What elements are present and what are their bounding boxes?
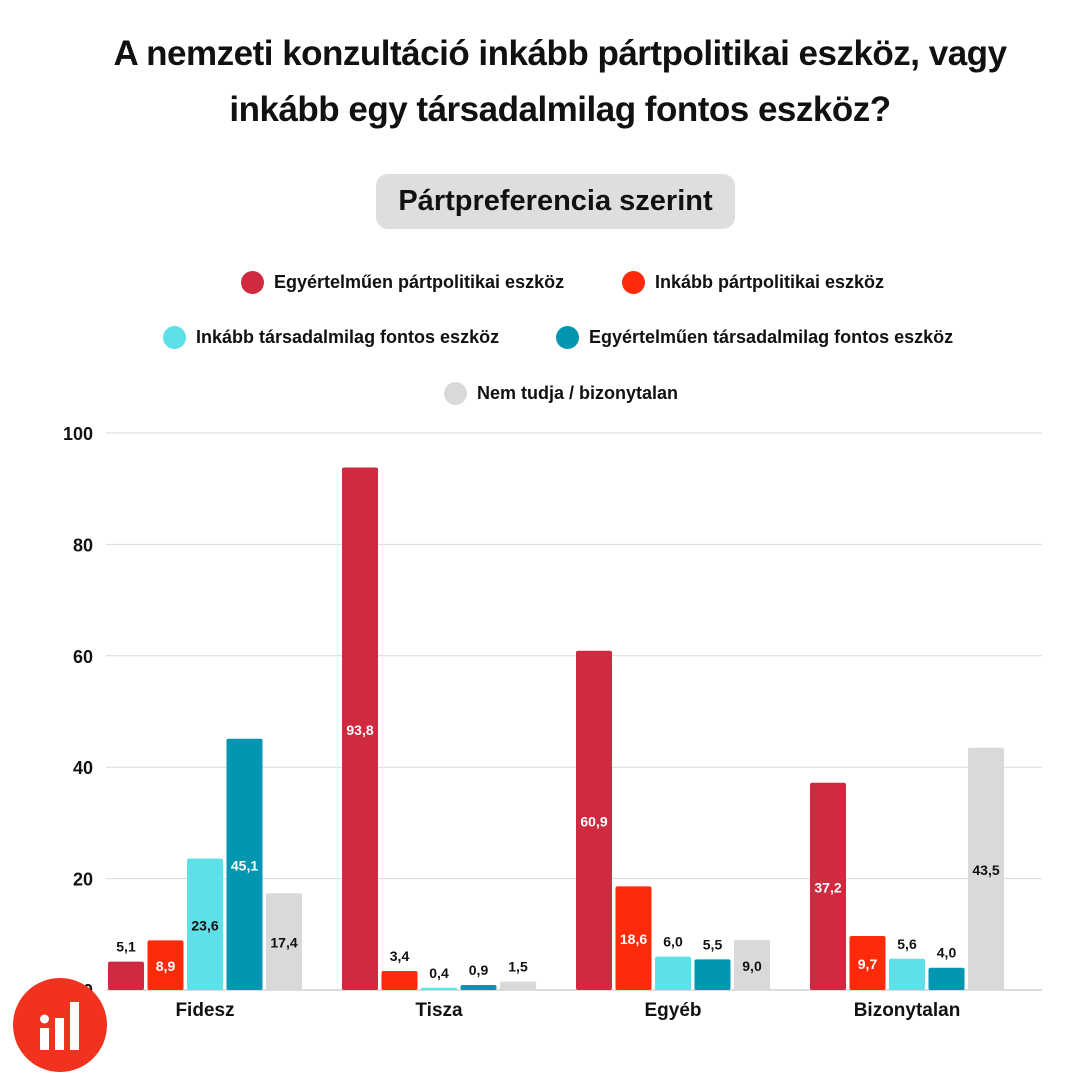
bar-egyéb-series-2 <box>615 886 652 990</box>
legend-item-nem-tudja: Nem tudja / bizonytalan <box>444 378 678 408</box>
data-label-bizonytalan-series-2: 9,7 <box>858 956 878 972</box>
data-label-fidesz-series-1: 5,1 <box>116 939 136 955</box>
data-label-tisza-series-4: 0,9 <box>469 962 489 978</box>
data-label-tisza-series-2: 3,4 <box>390 948 410 964</box>
bar-tisza-series-4 <box>460 984 497 990</box>
data-label-egyéb-series-3: 6,0 <box>663 934 683 950</box>
x-tick-label-tisza: Tisza <box>415 1000 463 1021</box>
bar-bizonytalan-series-5 <box>968 747 1004 990</box>
bar-fidesz-series-4 <box>226 738 263 990</box>
y-tick-label-100: 100 <box>63 424 93 444</box>
y-tick-label-20: 20 <box>73 870 93 890</box>
legend-label-inkabb-partpolitikai: Inkább pártpolitikai eszköz <box>655 271 885 292</box>
x-tick-label-fidesz: Fidesz <box>175 1000 234 1021</box>
bar-bizonytalan-series-1 <box>810 782 846 990</box>
data-label-egyéb-series-2: 18,6 <box>620 931 647 947</box>
data-label-egyéb-series-4: 5,5 <box>703 936 723 952</box>
data-label-fidesz-series-5: 17,4 <box>270 935 297 951</box>
bar-bizonytalan-series-2 <box>849 935 886 990</box>
legend-item-egyertelmuen-tarsadalmilag: Egyértelműen társadalmilag fontos eszköz <box>556 322 953 352</box>
bar-fidesz-series-3 <box>187 858 223 990</box>
bar-egyéb-series-3 <box>655 956 691 990</box>
data-label-egyéb-series-1: 60,9 <box>580 813 607 829</box>
bar-fidesz-series-1 <box>108 961 144 990</box>
data-label-tisza-series-1: 93,8 <box>346 722 373 738</box>
legend-swatch-egyertelmuen-tarsadalmilag <box>556 325 579 349</box>
chart-subtitle: Pártpreferencia szerint <box>398 185 713 217</box>
chart-title-line-1: A nemzeti konzultáció inkább pártpolitik… <box>113 34 1007 73</box>
data-label-tisza-series-5: 1,5 <box>508 959 528 975</box>
bar-bizonytalan-series-3 <box>889 958 925 990</box>
data-label-egyéb-series-5: 9,0 <box>742 958 762 974</box>
legend-item-inkabb-tarsadalmilag: Inkább társadalmilag fontos eszköz <box>163 322 499 352</box>
y-tick-label-40: 40 <box>73 758 93 778</box>
bar-egyéb-series-5 <box>734 939 770 990</box>
legend-label-egyertelmuen-tarsadalmilag: Egyértelműen társadalmilag fontos eszköz <box>589 326 954 347</box>
legend-label-nem-tudja: Nem tudja / bizonytalan <box>477 382 679 403</box>
legend-swatch-inkabb-tarsadalmilag <box>163 325 186 349</box>
bar-tisza-series-5 <box>500 981 536 990</box>
data-label-fidesz-series-2: 8,9 <box>156 958 176 974</box>
data-label-tisza-series-3: 0,4 <box>429 965 449 981</box>
bar-chart-logo-icon <box>13 978 107 1072</box>
legend-item-egyertelmuen-partpolitikai: Egyértelműen pártpolitikai eszköz <box>241 267 564 297</box>
bar-tisza-series-3 <box>421 987 457 990</box>
legend-swatch-nem-tudja <box>444 381 467 405</box>
data-label-bizonytalan-series-5: 43,5 <box>972 862 999 878</box>
legend-label-egyertelmuen-partpolitikai: Egyértelműen pártpolitikai eszköz <box>274 271 565 292</box>
y-tick-label-80: 80 <box>73 535 93 555</box>
legend-swatch-egyertelmuen-partpolitikai <box>241 270 264 294</box>
data-label-fidesz-series-4: 45,1 <box>231 857 258 873</box>
legend-label-inkabb-tarsadalmilag: Inkább társadalmilag fontos eszköz <box>196 326 500 347</box>
data-label-bizonytalan-series-1: 37,2 <box>814 879 841 895</box>
chart-title-line-2: inkább egy társadalmilag fontos eszköz? <box>229 90 891 129</box>
legend-item-inkabb-partpolitikai: Inkább pártpolitikai eszköz <box>622 267 884 297</box>
legend-swatch-inkabb-partpolitikai <box>622 270 645 294</box>
bar-tisza-series-2 <box>381 971 418 990</box>
data-label-bizonytalan-series-3: 5,6 <box>897 936 917 952</box>
x-tick-label-bizonytalan: Bizonytalan <box>854 1000 961 1021</box>
y-tick-label-60: 60 <box>73 647 93 667</box>
chart-title: A nemzeti konzultáció inkább pártpolitik… <box>40 26 1080 138</box>
bar-fidesz-series-2 <box>147 940 184 990</box>
logo-glyph <box>40 1002 79 1050</box>
x-tick-label-egyéb: Egyéb <box>644 1000 701 1021</box>
bar-tisza-series-1 <box>342 467 378 990</box>
subtitle-badge: Pártpreferencia szerint <box>376 174 735 229</box>
bar-bizonytalan-series-4 <box>928 967 965 990</box>
bar-fidesz-series-5 <box>266 893 302 990</box>
data-label-fidesz-series-3: 23,6 <box>191 917 218 933</box>
data-label-bizonytalan-series-4: 4,0 <box>937 945 957 961</box>
bar-egyéb-series-1 <box>576 650 612 990</box>
bar-egyéb-series-4 <box>694 959 731 990</box>
